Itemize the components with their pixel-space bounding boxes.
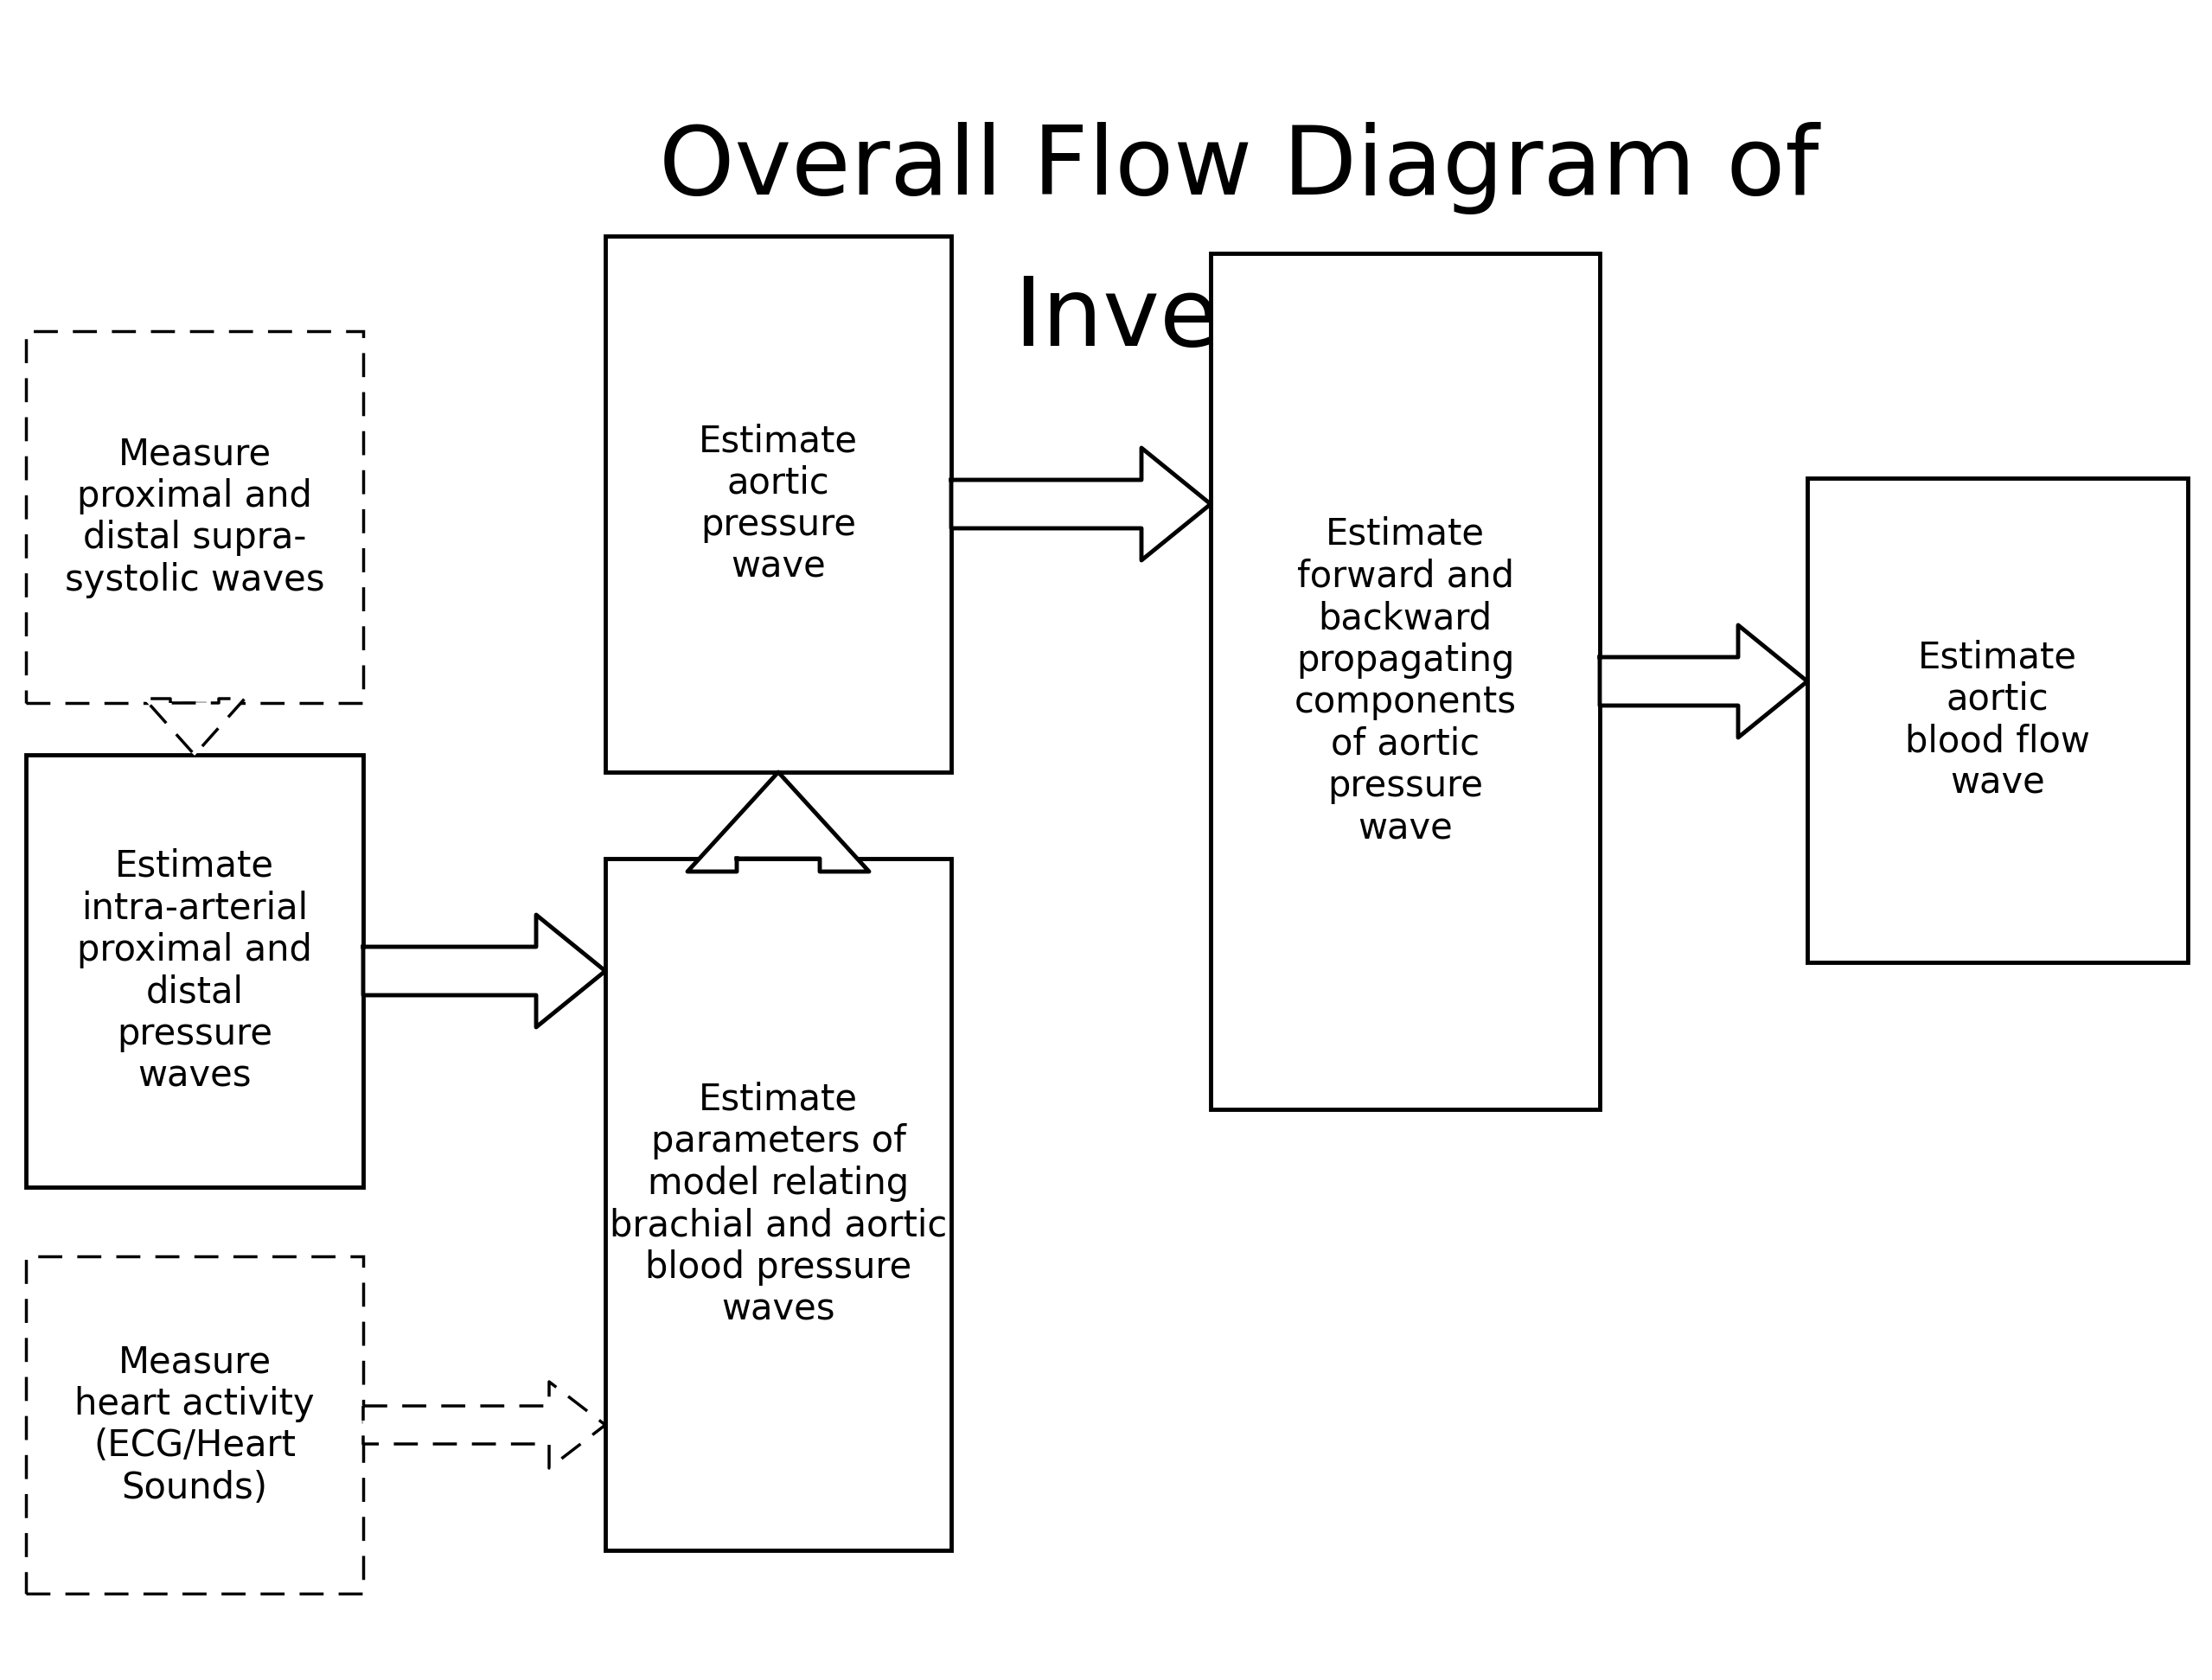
Bar	[27, 1257, 363, 1594]
Text: Estimate
aortic
blood flow
wave: Estimate aortic blood flow wave	[1905, 638, 2090, 801]
Polygon shape	[363, 1381, 606, 1468]
Bar	[1807, 479, 2188, 963]
Bar	[606, 237, 951, 773]
Text: Overall Flow Diagram of: Overall Flow Diagram of	[659, 121, 1818, 215]
Polygon shape	[144, 699, 246, 754]
Text: Estimate
forward and
backward
propagating
components
of aortic
pressure
wave: Estimate forward and backward propagatin…	[1294, 516, 1515, 847]
Text: Measure
heart activity
(ECG/Heart
Sounds): Measure heart activity (ECG/Heart Sounds…	[75, 1344, 314, 1507]
Text: Measure
proximal and
distal supra-
systolic waves: Measure proximal and distal supra- systo…	[64, 435, 325, 598]
Polygon shape	[951, 449, 1210, 561]
Bar	[1210, 254, 1599, 1109]
Polygon shape	[1599, 625, 1807, 738]
Polygon shape	[688, 773, 869, 872]
Bar	[27, 331, 363, 702]
Text: Estimate
parameters of
model relating
brachial and aortic
blood pressure
waves: Estimate parameters of model relating br…	[611, 1082, 947, 1327]
Text: Invention: Invention	[1013, 272, 1464, 366]
Polygon shape	[363, 916, 606, 1026]
Text: Estimate
intra-arterial
proximal and
distal
pressure
waves: Estimate intra-arterial proximal and dis…	[77, 848, 312, 1094]
Bar	[27, 754, 363, 1188]
Text: Estimate
aortic
pressure
wave: Estimate aortic pressure wave	[699, 423, 858, 585]
Bar	[606, 858, 951, 1551]
